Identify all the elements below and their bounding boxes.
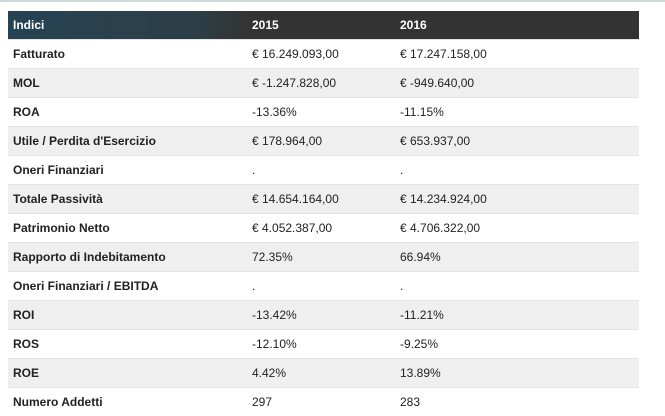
table-row: Rapporto di Indebitamento 72.35% 66.94% xyxy=(8,242,639,271)
row-label: ROE xyxy=(13,366,40,380)
header-2015: 2015 xyxy=(252,18,279,32)
table-row: Oneri Finanziari.. xyxy=(8,155,639,184)
table-row: Oneri Finanziari / EBITDA.. xyxy=(8,271,639,300)
row-label: Fatturato xyxy=(13,47,65,61)
value-2016: € 17.247.158,00 xyxy=(400,47,487,61)
row-label: Numero Addetti xyxy=(13,395,103,409)
value-2015: . xyxy=(252,163,256,177)
table-row: Patrimonio Netto € 4.052.387,00 € 4.706.32… xyxy=(8,213,639,242)
value-2015: € 4.052.387,00 xyxy=(252,221,333,235)
row-label: MOL xyxy=(13,76,40,90)
value-2016: € 4.706.322,00 xyxy=(400,221,481,235)
row-label: Totale Passività xyxy=(13,192,103,206)
value-2016: € 653.937,00 xyxy=(400,134,471,148)
table-row: ROI -13.42% -11.21% xyxy=(8,300,639,329)
value-2016: € -949.640,00 xyxy=(400,76,475,90)
row-label: ROI xyxy=(13,308,35,322)
value-2016: 66.94% xyxy=(400,250,441,264)
row-label: Oneri Finanziari xyxy=(13,163,104,177)
top-divider xyxy=(0,0,665,2)
table-body: Fatturato € 16.249.093,00 € 17.247.158,00 M… xyxy=(8,39,639,416)
value-2016: 283 xyxy=(400,395,421,409)
table-row: Utile / Perdita d'Esercizio € 178.964,00 €… xyxy=(8,126,639,155)
value-2016: -9.25% xyxy=(400,337,439,351)
value-2015: -13.36% xyxy=(252,105,297,119)
value-2015: 72.35% xyxy=(252,250,293,264)
value-2016: 13.89% xyxy=(400,366,441,380)
row-label: Patrimonio Netto xyxy=(13,221,110,235)
row-label: Utile / Perdita d'Esercizio xyxy=(13,134,156,148)
value-2016: . xyxy=(400,163,404,177)
table-row: Fatturato € 16.249.093,00 € 17.247.158,00 xyxy=(8,39,639,68)
row-label: Oneri Finanziari / EBITDA xyxy=(13,279,159,293)
value-2016: € 14.234.924,00 xyxy=(400,192,487,206)
table-row: MOL € -1.247.828,00 € -949.640,00 xyxy=(8,68,639,97)
table-row: ROA -13.36% -11.15% xyxy=(8,97,639,126)
value-2015: € 16.249.093,00 xyxy=(252,47,339,61)
value-2015: 297 xyxy=(252,395,273,409)
row-label: Rapporto di Indebitamento xyxy=(13,250,166,264)
value-2015: . xyxy=(252,279,256,293)
financial-indices-table: Indici 2015 2016 Fatturato € 16.249.093,0… xyxy=(8,11,639,416)
header-2016: 2016 xyxy=(400,18,427,32)
header-indici: Indici xyxy=(13,18,45,32)
table-header-row: Indici 2015 2016 xyxy=(8,11,639,39)
row-label: ROS xyxy=(13,337,40,351)
value-2015: -13.42% xyxy=(252,308,297,322)
value-2016: . xyxy=(400,279,404,293)
table-row: Numero Addetti 297 283 xyxy=(8,387,639,416)
table-row: ROE 4.42% 13.89% xyxy=(8,358,639,387)
value-2015: € 14.654.164,00 xyxy=(252,192,339,206)
value-2015: € 178.964,00 xyxy=(252,134,323,148)
value-2015: -12.10% xyxy=(252,337,297,351)
value-2015: 4.42% xyxy=(252,366,287,380)
row-label: ROA xyxy=(13,105,40,119)
table-row: Totale Passività € 14.654.164,00 € 14.234.… xyxy=(8,184,639,213)
table-row: ROS -12.10% -9.25% xyxy=(8,329,639,358)
value-2015: € -1.247.828,00 xyxy=(252,76,337,90)
value-2016: -11.15% xyxy=(400,105,444,119)
value-2016: -11.21% xyxy=(400,308,444,322)
